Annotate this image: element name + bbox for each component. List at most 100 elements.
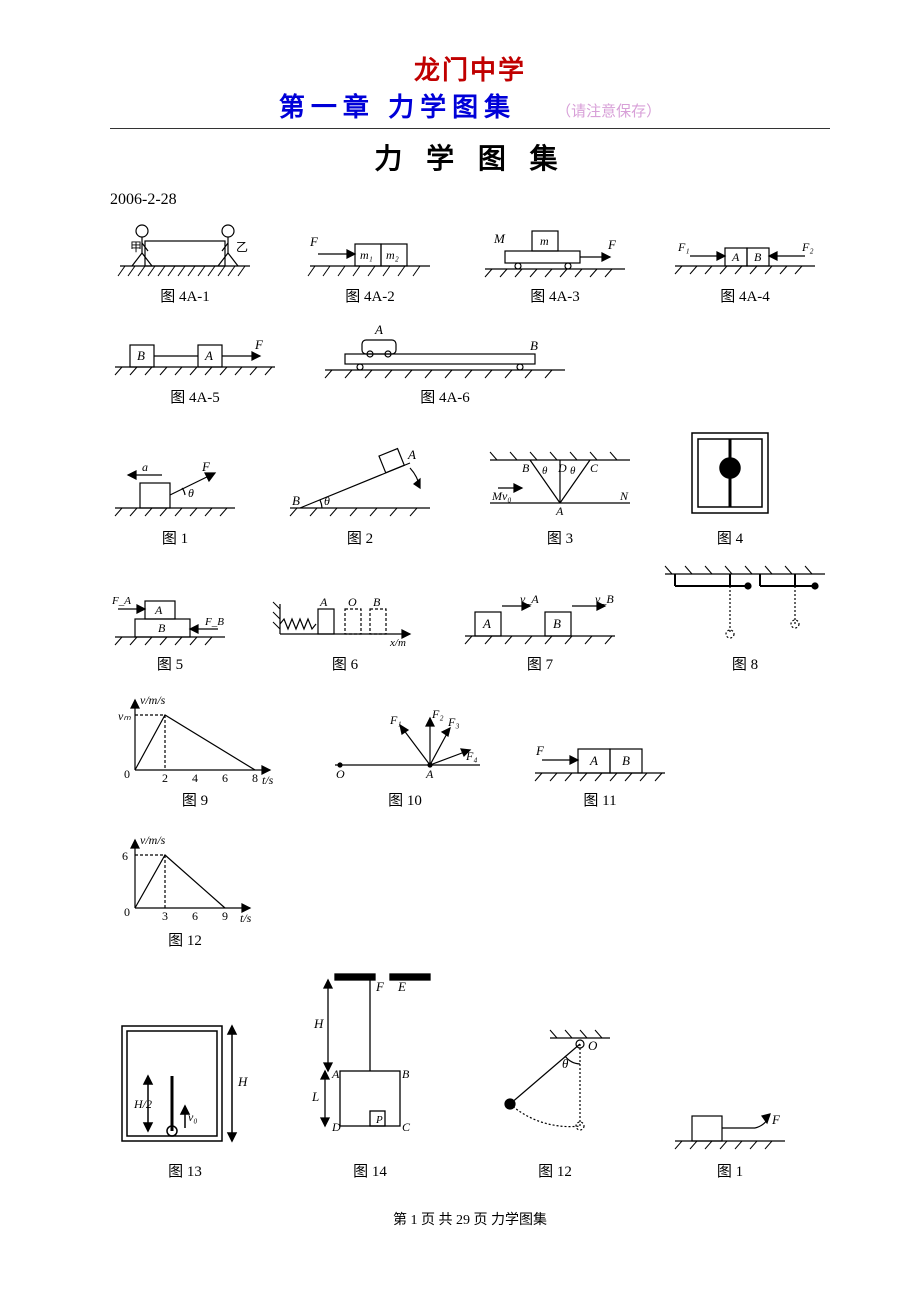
- svg-text:8: 8: [252, 771, 258, 785]
- fig-1: θ F a 图 1: [110, 453, 240, 548]
- svg-text:F₁: F₁: [389, 713, 402, 727]
- svg-text:A: A: [319, 595, 328, 609]
- svg-text:L: L: [311, 1089, 319, 1104]
- svg-text:F: F: [254, 337, 264, 352]
- svg-text:2: 2: [162, 771, 168, 785]
- svg-text:v/m/s: v/m/s: [140, 693, 166, 707]
- svg-text:F₄: F₄: [465, 749, 478, 763]
- svg-text:M: M: [493, 231, 506, 246]
- svg-text:B: B: [530, 338, 538, 353]
- svg-text:F: F: [201, 459, 211, 474]
- svg-text:F: F: [309, 234, 319, 249]
- svg-text:A: A: [154, 603, 163, 617]
- fig-6: A O B x/m 图 6: [270, 594, 420, 674]
- fig-3: θ θ B D C M A N v₀ 图 3: [480, 448, 640, 548]
- svg-text:6: 6: [192, 909, 198, 923]
- svg-text:v₀: v₀: [502, 489, 512, 503]
- svg-text:B: B: [754, 250, 762, 264]
- svg-text:H: H: [237, 1074, 248, 1089]
- fig-14: F E H A B D C P L 图 14: [300, 966, 440, 1181]
- fig-4a-5: B A F 图 4A-5: [110, 327, 280, 407]
- svg-text:3: 3: [162, 909, 168, 923]
- svg-text:甲: 甲: [130, 240, 142, 254]
- svg-text:H: H: [313, 1016, 324, 1031]
- fig-5: A B F_A F_B 图 5: [110, 589, 230, 674]
- svg-text:m: m: [540, 234, 549, 248]
- fig-7: A B v_A v_B 图 7: [460, 594, 620, 674]
- svg-text:B: B: [137, 348, 145, 363]
- svg-text:0: 0: [124, 905, 130, 919]
- svg-text:θ: θ: [324, 494, 330, 508]
- svg-text:A: A: [374, 322, 383, 337]
- svg-text:v_A: v_A: [520, 594, 539, 606]
- svg-text:D: D: [557, 461, 567, 475]
- chapter-title: 第一章 力学图集: [279, 87, 516, 124]
- svg-text:B: B: [402, 1067, 410, 1081]
- svg-text:乙: 乙: [236, 240, 248, 254]
- figure-grid: 甲 乙 图 4A-1 F m₁ m₂ 图 4A-2: [110, 221, 830, 1181]
- fig-10: O A F₁ F₂ F₃ F₄ 图 10: [320, 700, 490, 810]
- svg-text:F: F: [607, 237, 617, 252]
- svg-text:v_B: v_B: [595, 594, 614, 606]
- fig-12: 6 0 3 6 9 t/s v/m/s 图 12: [110, 830, 260, 950]
- svg-text:F₁: F₁: [677, 240, 690, 254]
- svg-text:B: B: [522, 461, 530, 475]
- svg-text:m₁: m₁: [360, 248, 373, 262]
- fig-4a-6: A B 图 4A-6: [320, 322, 570, 407]
- svg-text:C: C: [590, 461, 599, 475]
- svg-text:A: A: [482, 616, 491, 631]
- svg-text:vₘ: vₘ: [118, 709, 131, 723]
- fig-4a-3: m M F 图 4A-3: [480, 221, 630, 306]
- svg-text:A: A: [331, 1067, 340, 1081]
- svg-text:t/s: t/s: [240, 911, 252, 925]
- svg-text:θ: θ: [570, 465, 576, 477]
- svg-text:A: A: [425, 767, 434, 781]
- svg-text:9: 9: [222, 909, 228, 923]
- svg-text:F_B: F_B: [204, 616, 224, 628]
- fig-4a-4: A B F₁ F₂ 图 4A-4: [670, 236, 820, 306]
- svg-text:B: B: [373, 595, 381, 609]
- svg-text:O: O: [348, 595, 357, 609]
- svg-text:θ: θ: [562, 1056, 569, 1071]
- svg-text:D: D: [331, 1120, 341, 1134]
- svg-text:F₂: F₂: [431, 707, 444, 721]
- fig-4a-1: 甲 乙 图 4A-1: [110, 221, 260, 306]
- page-footer: 第 1 页 共 29 页 力学图集: [110, 1209, 830, 1229]
- svg-text:F₂: F₂: [801, 240, 814, 254]
- svg-text:A: A: [555, 504, 564, 518]
- svg-text:x/m: x/m: [389, 637, 406, 649]
- fig-9: vₘ 0 2 4 6 8 t/s v/m/s 图 9: [110, 690, 280, 810]
- keep-note: （请注意保存）: [556, 100, 661, 121]
- svg-text:t/s: t/s: [262, 773, 274, 785]
- svg-text:C: C: [402, 1120, 411, 1134]
- svg-text:F₃: F₃: [447, 715, 460, 729]
- svg-text:B: B: [292, 493, 300, 508]
- fig-8: 图 8: [660, 564, 830, 674]
- svg-text:F_A: F_A: [111, 595, 131, 607]
- svg-text:O: O: [588, 1038, 598, 1053]
- svg-text:A: A: [731, 250, 740, 264]
- svg-text:F: F: [535, 743, 545, 758]
- fig-4a-2: F m₁ m₂ 图 4A-2: [300, 226, 440, 306]
- fig-11: A B F 图 11: [530, 735, 670, 810]
- svg-text:θ: θ: [188, 486, 194, 500]
- svg-text:θ: θ: [542, 465, 548, 477]
- svg-text:E: E: [397, 979, 406, 994]
- svg-text:A: A: [407, 447, 416, 462]
- fig-4: 图 4: [680, 423, 780, 548]
- school-name: 龙门中学: [110, 50, 830, 87]
- svg-text:6: 6: [222, 771, 228, 785]
- svg-text:H/2: H/2: [133, 1097, 152, 1111]
- svg-text:A: A: [204, 348, 213, 363]
- fig-2: θ B A 图 2: [280, 443, 440, 548]
- svg-text:O: O: [336, 767, 345, 781]
- svg-text:4: 4: [192, 771, 198, 785]
- svg-text:v₀: v₀: [188, 1110, 198, 1124]
- svg-text:B: B: [158, 621, 166, 635]
- svg-text:B: B: [553, 616, 561, 631]
- main-title: 力 学 图 集: [110, 137, 830, 177]
- svg-text:A: A: [589, 753, 598, 768]
- svg-text:a: a: [142, 460, 148, 474]
- svg-text:P: P: [375, 1114, 383, 1126]
- svg-text:F: F: [771, 1112, 781, 1127]
